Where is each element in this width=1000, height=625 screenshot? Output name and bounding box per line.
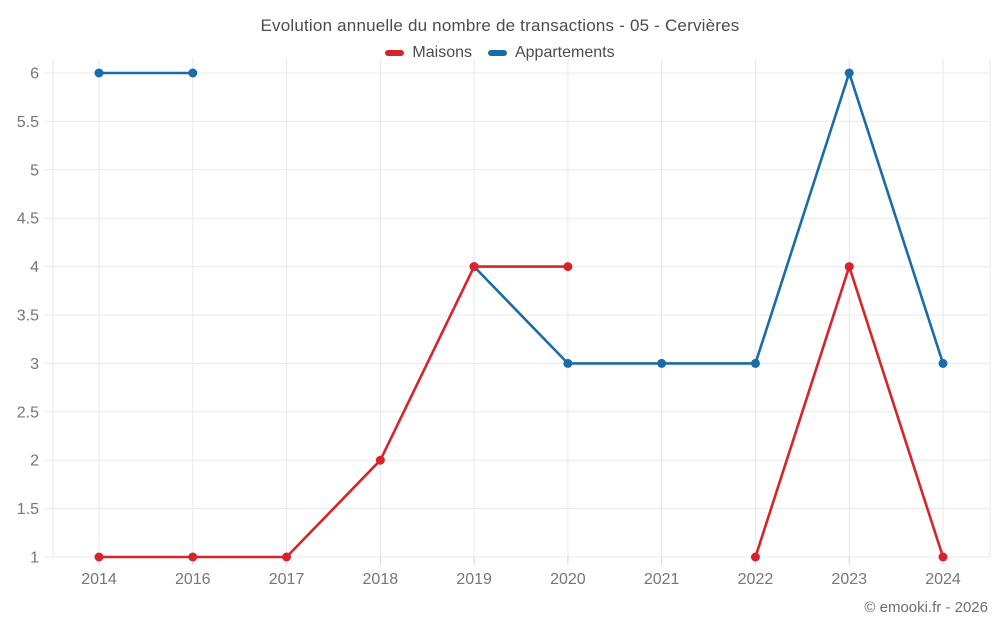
y-axis-tick-label: 5 <box>30 162 39 179</box>
data-point-maisons <box>375 455 385 465</box>
y-axis-tick-label: 3.5 <box>17 308 39 325</box>
chart-legend: Maisons Appartements <box>0 44 1000 62</box>
legend-item-appartements[interactable]: Appartements <box>487 44 615 62</box>
y-axis-tick-label: 6 <box>30 66 39 83</box>
data-point-appartements <box>844 68 854 78</box>
data-point-appartements <box>94 68 104 78</box>
x-axis-tick-label: 2024 <box>925 571 961 588</box>
data-point-appartements <box>188 68 198 78</box>
legend-label-maisons: Maisons <box>412 44 472 61</box>
legend-label-appartements: Appartements <box>514 44 615 61</box>
x-axis-tick-label: 2017 <box>269 571 305 588</box>
data-point-maisons <box>563 262 573 272</box>
legend-swatch-appartements <box>487 50 507 56</box>
x-axis-tick-label: 2021 <box>644 571 680 588</box>
data-point-maisons <box>94 552 104 562</box>
data-point-appartements <box>750 358 760 368</box>
y-axis-tick-label: 1 <box>30 550 39 567</box>
x-axis-tick-label: 2016 <box>175 571 211 588</box>
data-point-maisons <box>282 552 292 562</box>
legend-item-maisons[interactable]: Maisons <box>385 44 472 62</box>
series-line-maisons <box>97 265 570 559</box>
copyright-credit: © emooki.fr - 2026 <box>864 599 988 616</box>
x-axis-tick-label: 2014 <box>81 571 117 588</box>
x-axis-tick-label: 2022 <box>738 571 774 588</box>
y-axis-tick-label: 2 <box>30 453 39 470</box>
data-point-maisons <box>844 262 854 272</box>
y-axis-tick-label: 2.5 <box>17 404 39 421</box>
legend-swatch-maisons <box>385 50 405 56</box>
data-point-maisons <box>188 552 198 562</box>
data-point-appartements <box>938 358 948 368</box>
x-axis-tick-label: 2019 <box>456 571 492 588</box>
chart-title: Evolution annuelle du nombre de transact… <box>260 16 740 35</box>
y-axis-tick-label: 4.5 <box>17 211 39 228</box>
y-axis-tick-label: 4 <box>30 259 39 276</box>
data-point-maisons <box>750 552 760 562</box>
y-axis-tick-label: 3 <box>30 356 39 373</box>
x-axis-tick-label: 2020 <box>550 571 586 588</box>
x-axis-tick-label: 2023 <box>831 571 867 588</box>
x-axis-tick-label: 2018 <box>363 571 399 588</box>
data-point-appartements <box>657 358 667 368</box>
series-line-appartements <box>472 71 945 365</box>
y-axis-tick-label: 1.5 <box>17 501 39 518</box>
data-point-maisons <box>938 552 948 562</box>
y-axis-tick-label: 5.5 <box>17 114 39 131</box>
data-point-appartements <box>563 358 573 368</box>
data-point-maisons <box>469 262 479 272</box>
